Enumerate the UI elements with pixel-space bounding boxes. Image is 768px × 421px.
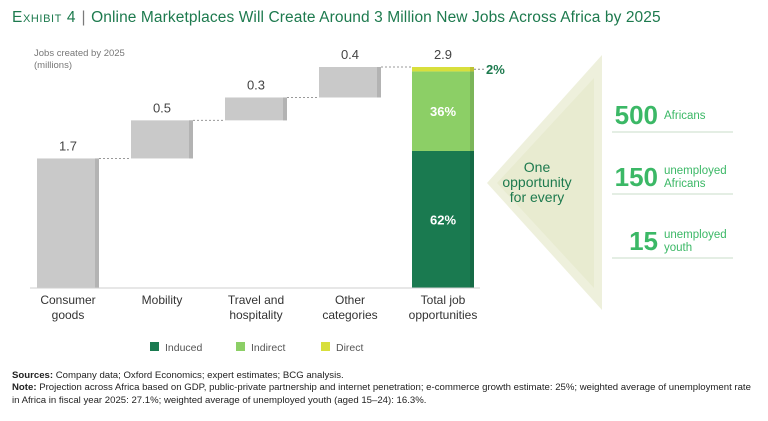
bar-value-label: 0.5: [153, 100, 171, 115]
category-label: Other categories: [322, 293, 377, 322]
direct-label: 2%: [486, 62, 505, 77]
sources-text: Company data; Oxford Economics; expert e…: [55, 370, 344, 381]
footer: Sources: Company data; Oxford Economics;…: [12, 370, 758, 407]
bar-shade: [377, 67, 381, 98]
legend-label: Direct: [336, 342, 364, 354]
waterfall-bar: [319, 67, 381, 98]
segment-label: 36%: [430, 104, 456, 119]
legend-label: Indirect: [251, 342, 286, 354]
category-label: Consumer goods: [40, 293, 95, 322]
chart-title: Exhibit 4 | Online Marketplaces Will Cre…: [12, 9, 661, 27]
wedge-text: One opportunity for every: [502, 159, 571, 205]
legend-swatch: [236, 342, 245, 351]
total-segment-direct: [412, 67, 474, 72]
side-label: unemployed Africans: [664, 165, 727, 190]
bar-value-label: 1.7: [59, 138, 77, 153]
waterfall-bar: [131, 120, 193, 159]
side-label: Africans: [664, 110, 706, 122]
bar-shade: [283, 97, 287, 121]
category-label: Total job opportunities: [409, 293, 478, 322]
bar-value-label: 0.4: [341, 47, 359, 62]
segment-label: 62%: [430, 212, 456, 227]
total-segment-indirect: [412, 71, 474, 151]
legend-label: Induced: [165, 342, 203, 354]
bar-value-label: 0.3: [247, 77, 265, 92]
title-text: Online Marketplaces Will Create Around 3…: [91, 9, 661, 26]
opportunity-wedge-inner: [497, 78, 594, 288]
y-axis-label: Jobs created by 2025 (millions): [34, 48, 125, 71]
total-segment-induced: [412, 150, 474, 288]
note-label: Note:: [12, 382, 37, 394]
legend-swatch: [150, 342, 159, 351]
side-number: 500: [615, 100, 658, 130]
waterfall-bar: [37, 158, 99, 288]
category-label: Travel and hospitality: [228, 293, 284, 322]
bar-value-label: 2.9: [434, 47, 452, 62]
waterfall-bar: [225, 97, 287, 121]
bar-shade: [95, 158, 99, 288]
exhibit-label: Exhibit 4: [12, 9, 77, 26]
side-label: unemployed youth: [664, 229, 727, 254]
bar-shade: [470, 67, 474, 288]
legend-swatch: [321, 342, 330, 351]
bar-shade: [189, 120, 193, 159]
category-label: Mobility: [142, 293, 183, 307]
note-text: Projection across Africa based on GDP, p…: [12, 382, 751, 406]
sources-line: Sources: Company data; Oxford Economics;…: [12, 370, 758, 382]
title-separator: |: [81, 9, 86, 26]
sources-label: Sources:: [12, 370, 54, 381]
note-line: Note: Projection across Africa based on …: [12, 382, 758, 407]
side-number: 150: [615, 162, 658, 192]
side-number: 15: [629, 226, 658, 256]
waterfall-chart: Jobs created by 2025 (millions) 1.7 Consume…: [30, 47, 733, 354]
